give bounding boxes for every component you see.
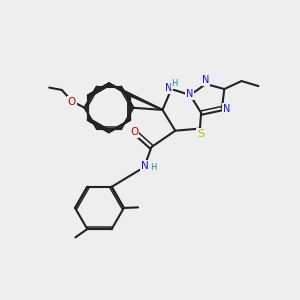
Text: H: H xyxy=(150,163,156,172)
Text: O: O xyxy=(130,127,138,137)
Text: N: N xyxy=(202,76,210,85)
Text: N: N xyxy=(141,161,148,171)
Text: O: O xyxy=(68,97,76,107)
Text: N: N xyxy=(223,104,230,114)
Text: N: N xyxy=(186,89,193,99)
Text: N: N xyxy=(165,83,172,94)
Text: H: H xyxy=(171,79,178,88)
Text: S: S xyxy=(197,129,204,139)
